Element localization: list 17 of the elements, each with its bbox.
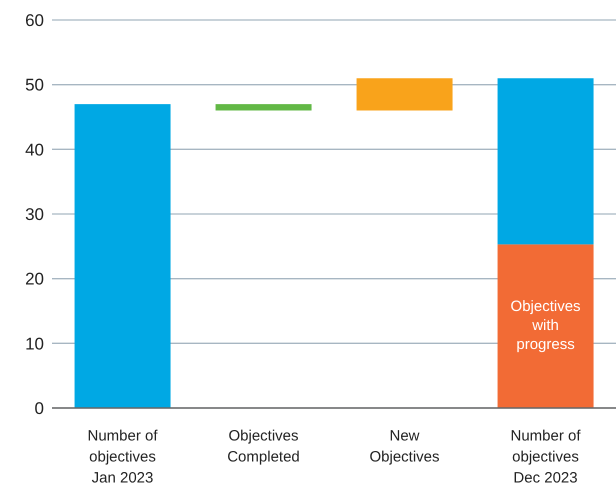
y-tick-label: 10 [25,334,44,354]
y-tick-label: 20 [25,270,44,289]
y-tick-label: 40 [25,140,44,160]
bar [356,78,453,111]
x-tick-label: New Objectives [369,428,440,466]
bar [74,104,171,408]
bar [498,244,594,408]
y-tick-label: 0 [34,399,44,418]
bar [216,104,312,111]
x-tick-label: Number of objectives Dec 2023 [510,428,582,487]
series-label: Objectives with progress [510,298,581,354]
y-tick-label: 30 [25,205,44,224]
bar [498,78,594,244]
y-tick-label: 50 [25,76,44,95]
x-tick-label: Number of objectives Jan 2023 [87,428,158,487]
y-tick-label: 60 [25,11,44,30]
x-tick-label: Objectives Completed [227,428,300,466]
